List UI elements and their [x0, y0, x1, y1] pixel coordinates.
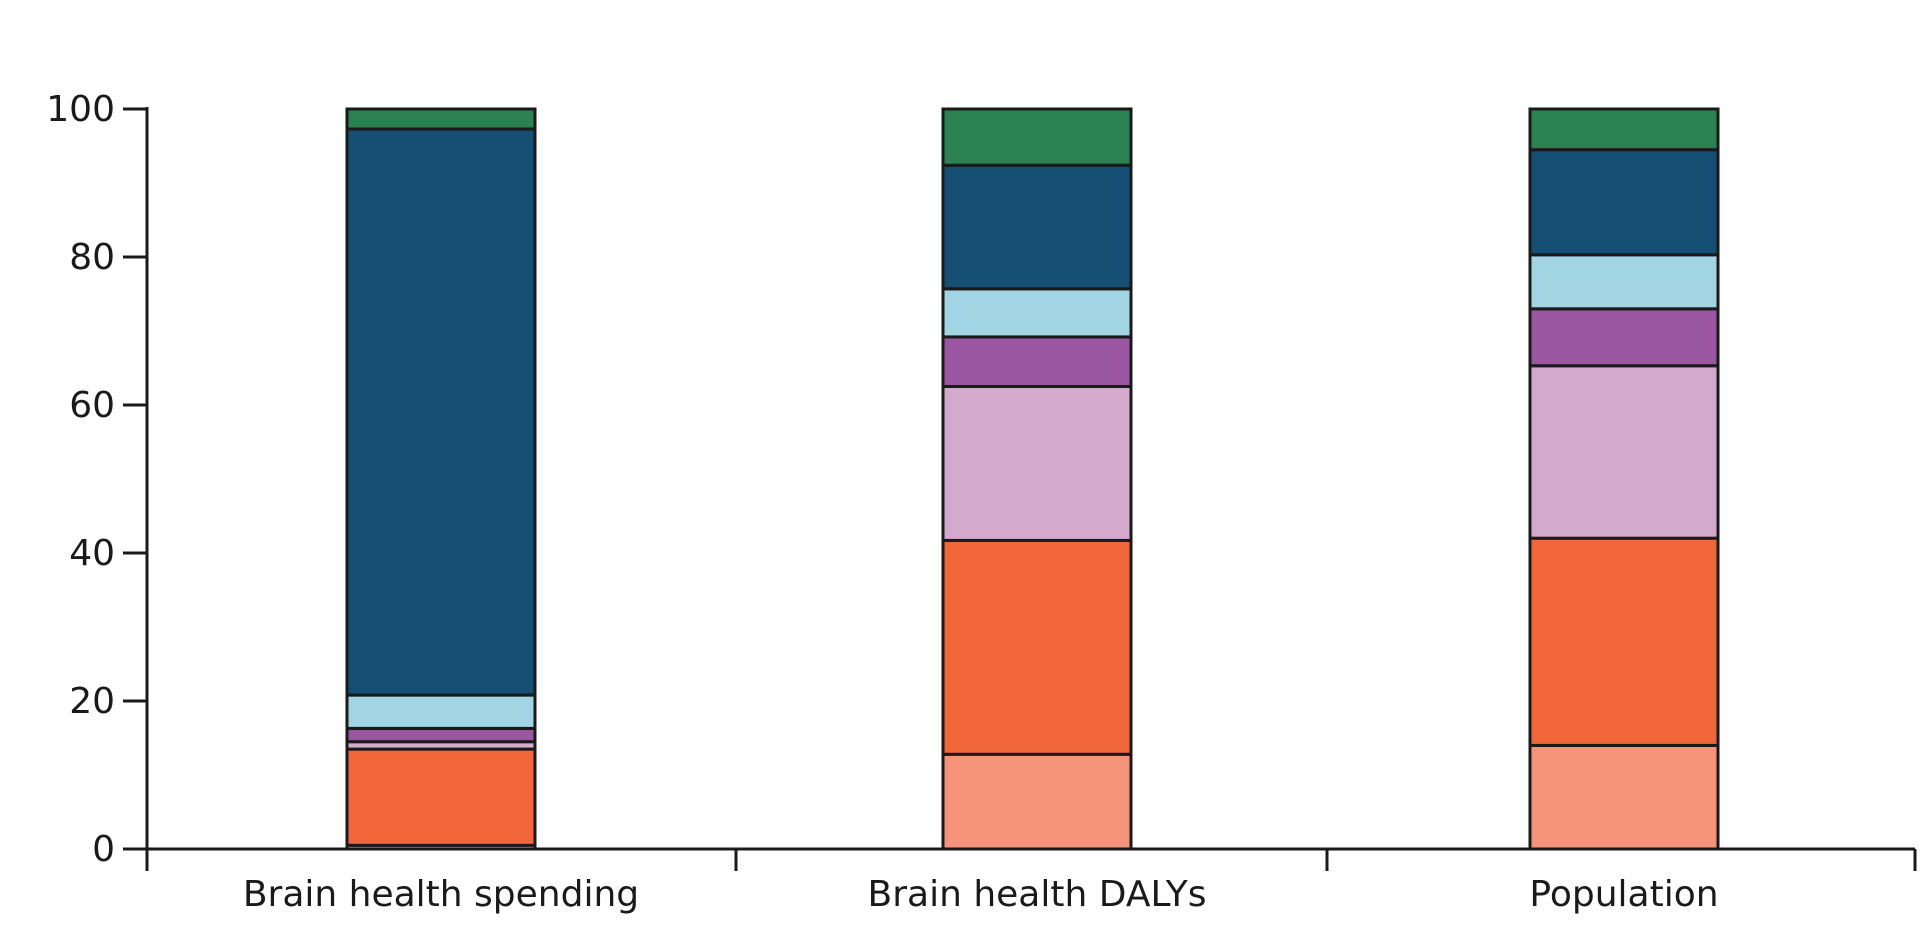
bar-segment: [941, 107, 1133, 167]
bar-segment: [1528, 364, 1720, 540]
y-tick-label: 40: [69, 533, 115, 574]
x-ticks: [145, 849, 1917, 871]
category-label: Brain health DALYs: [868, 874, 1207, 915]
bar-stack: [1528, 107, 1720, 851]
bar-segment: [345, 693, 537, 730]
y-tick-label: 20: [69, 681, 115, 722]
bar-segment: [1528, 253, 1720, 311]
bar-segment: [941, 163, 1133, 291]
y-tick-label: 60: [69, 385, 115, 426]
y-axis: 0 20 40 60 80 100: [46, 89, 149, 870]
bar-segment: [345, 127, 537, 697]
bar-segment: [941, 335, 1133, 389]
category-label: Population: [1529, 874, 1718, 915]
bar-segment: [1528, 536, 1720, 747]
bar-segment: [941, 538, 1133, 756]
bar-stack: [345, 107, 537, 851]
bar-segment: [941, 752, 1133, 851]
x-axis: [145, 847, 1917, 871]
bar-segment: [941, 287, 1133, 339]
bar-segment: [941, 385, 1133, 542]
bars: Brain health spending Brain health DALYs P…: [243, 107, 1720, 915]
bar-segment: [1528, 148, 1720, 257]
bar-segment: [1528, 307, 1720, 368]
bar-segment: [345, 726, 537, 744]
y-tick-label: 100: [46, 89, 115, 130]
category-label: Brain health spending: [243, 874, 639, 915]
bar-segment: [345, 747, 537, 847]
bar-segment: [345, 107, 537, 131]
y-ticks: 0 20 40 60 80 100: [46, 89, 147, 870]
bar-segment: [1528, 743, 1720, 851]
bar-stack: [941, 107, 1133, 851]
y-tick-label: 0: [92, 829, 115, 870]
bar-segment: [1528, 107, 1720, 152]
y-tick-label: 80: [69, 237, 115, 278]
